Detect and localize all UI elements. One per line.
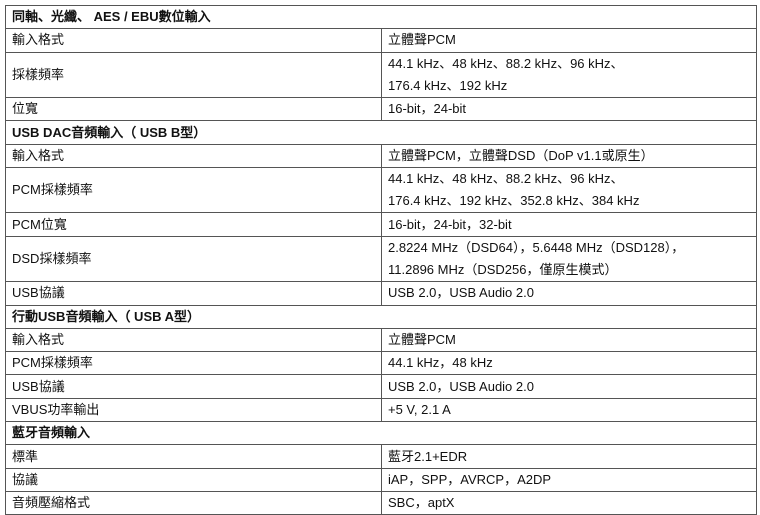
table-row: 位寬 16-bit，24-bit (5, 97, 757, 122)
spec-label: PCM採樣頻率 (5, 351, 382, 376)
table-row: PCM採樣頻率 44.1 kHz，48 kHz (5, 351, 757, 376)
section-title: USB DAC音頻輸入（ USB B型） (5, 120, 757, 145)
spec-value-line: 44.1 kHz、48 kHz、88.2 kHz、96 kHz、 (388, 55, 624, 71)
table-row: DSD採樣頻率 2.8224 MHz（DSD64），5.6448 MHz（DSD1… (5, 235, 757, 283)
spec-value: 44.1 kHz、48 kHz、88.2 kHz、96 kHz、 176.4 kH… (381, 51, 757, 99)
spec-value-line: 2.8224 MHz（DSD64），5.6448 MHz（DSD128）， (388, 240, 685, 256)
spec-value-line: 立體聲PCM (388, 332, 456, 348)
table-row: 採樣頻率 44.1 kHz、48 kHz、88.2 kHz、96 kHz、 176.… (5, 51, 757, 99)
spec-value: 立體聲PCM (381, 28, 757, 53)
spec-value-line: 44.1 kHz、48 kHz、88.2 kHz、96 kHz、 (388, 171, 624, 187)
section-title: 行動USB音頻輸入（ USB A型） (5, 304, 757, 329)
spec-label: PCM位寬 (5, 212, 382, 237)
spec-value-line: 11.2896 MHz（DSD256，僅原生模式） (388, 262, 618, 278)
spec-label: PCM採樣頻率 (5, 166, 382, 214)
spec-value: USB 2.0，USB Audio 2.0 (381, 374, 757, 399)
table-row: 協議 iAP，SPP，AVRCP，A2DP (5, 467, 757, 492)
spec-value-line: USB 2.0，USB Audio 2.0 (388, 285, 534, 301)
table-row: 音頻壓縮格式 SBC，aptX (5, 490, 757, 515)
spec-label: USB協議 (5, 374, 382, 399)
spec-value-line: iAP，SPP，AVRCP，A2DP (388, 471, 552, 487)
spec-label: 採樣頻率 (5, 51, 382, 99)
table-row: PCM採樣頻率 44.1 kHz、48 kHz、88.2 kHz、96 kHz、 1… (5, 166, 757, 214)
table-row: USB協議 USB 2.0，USB Audio 2.0 (5, 374, 757, 399)
section-header: USB DAC音頻輸入（ USB B型） (5, 120, 757, 145)
spec-value-line: +5 V, 2.1 A (388, 401, 451, 417)
spec-value-line: 立體聲PCM (388, 32, 456, 48)
section-title: 藍牙音頻輸入 (5, 421, 757, 446)
spec-value: 2.8224 MHz（DSD64），5.6448 MHz（DSD128）， 11.… (381, 235, 757, 283)
spec-label: USB協議 (5, 281, 382, 306)
table-row: VBUS功率輸出 +5 V, 2.1 A (5, 397, 757, 423)
table-row: 標準 藍牙2.1+EDR (5, 444, 757, 469)
spec-label: 協議 (5, 467, 382, 492)
spec-value-line: 藍牙2.1+EDR (388, 448, 468, 464)
spec-label: 輸入格式 (5, 28, 382, 53)
section-title: 同軸、光纖、 AES / EBU數位輸入 (5, 4, 757, 30)
spec-value: +5 V, 2.1 A (381, 397, 757, 423)
spec-value-line: 176.4 kHz、192 kHz (388, 77, 508, 93)
spec-value: SBC，aptX (381, 490, 757, 515)
spec-value-line: 16-bit，24-bit，32-bit (388, 216, 512, 232)
spec-value: 16-bit，24-bit，32-bit (381, 212, 757, 237)
spec-value-line: USB 2.0，USB Audio 2.0 (388, 378, 534, 394)
spec-label: 位寬 (5, 97, 382, 122)
table-row: PCM位寬 16-bit，24-bit，32-bit (5, 212, 757, 237)
spec-value-line: 176.4 kHz、192 kHz、352.8 kHz、384 kHz (388, 193, 640, 209)
section-header: 行動USB音頻輸入（ USB A型） (5, 304, 757, 329)
spec-value: iAP，SPP，AVRCP，A2DP (381, 467, 757, 492)
spec-label: 標準 (5, 444, 382, 469)
section-header: 藍牙音頻輸入 (5, 421, 757, 446)
spec-label: 音頻壓縮格式 (5, 490, 382, 515)
spec-label: 輸入格式 (5, 143, 382, 168)
spec-value-line: 立體聲PCM，立體聲DSD（DoP v1.1或原生） (388, 147, 654, 163)
spec-value: 立體聲PCM，立體聲DSD（DoP v1.1或原生） (381, 143, 757, 168)
spec-value-line: 44.1 kHz，48 kHz (388, 355, 493, 371)
spec-label: 輸入格式 (5, 327, 382, 353)
table-row: 輸入格式 立體聲PCM (5, 327, 757, 353)
spec-value: 藍牙2.1+EDR (381, 444, 757, 469)
table-row: 輸入格式 立體聲PCM，立體聲DSD（DoP v1.1或原生） (5, 143, 757, 168)
table-row: 輸入格式 立體聲PCM (5, 28, 757, 53)
spec-table: 同軸、光纖、 AES / EBU數位輸入 輸入格式 立體聲PCM 採樣頻率 44.1 k… (5, 4, 757, 515)
spec-value: 44.1 kHz、48 kHz、88.2 kHz、96 kHz、 176.4 kH… (381, 166, 757, 214)
spec-value: 16-bit，24-bit (381, 97, 757, 122)
spec-value-line: SBC，aptX (388, 495, 455, 511)
spec-value: 44.1 kHz，48 kHz (381, 351, 757, 376)
section-header: 同軸、光纖、 AES / EBU數位輸入 (5, 4, 757, 30)
spec-value-line: 16-bit，24-bit (388, 101, 467, 117)
spec-label: VBUS功率輸出 (5, 397, 382, 423)
spec-label: DSD採樣頻率 (5, 235, 382, 283)
spec-value: 立體聲PCM (381, 327, 757, 353)
spec-value: USB 2.0，USB Audio 2.0 (381, 281, 757, 306)
table-row: USB協議 USB 2.0，USB Audio 2.0 (5, 281, 757, 306)
